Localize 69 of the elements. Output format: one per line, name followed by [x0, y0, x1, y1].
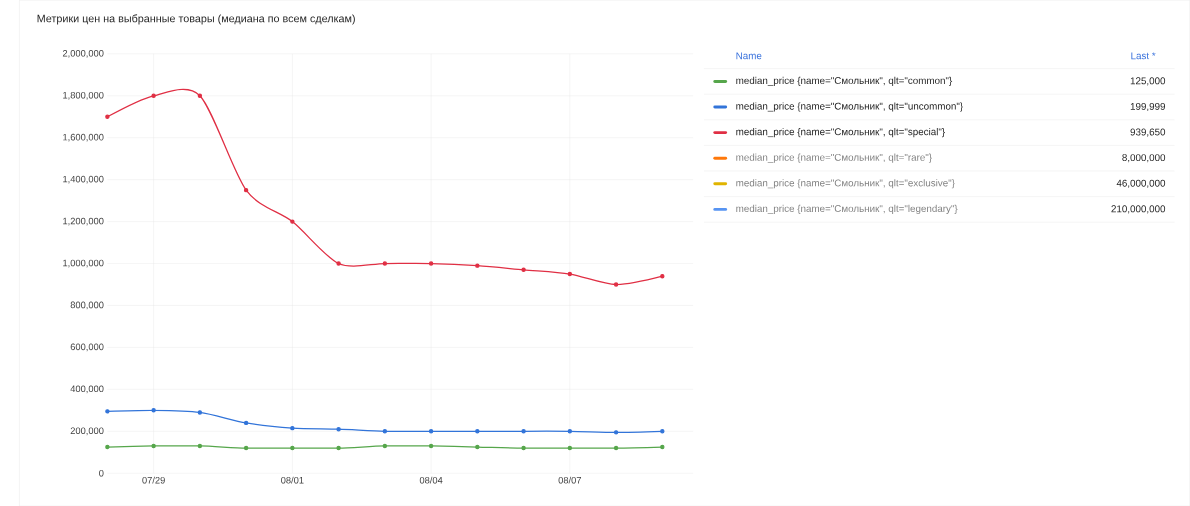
point [475, 263, 480, 268]
point [660, 428, 665, 434]
point [613, 445, 619, 451]
point [197, 93, 203, 98]
x-tick-label: 08/01 [281, 476, 304, 484]
point [567, 428, 573, 434]
legend-label: median_price {name="Смольник", qlt="uncommon"} [736, 102, 963, 112]
y-tick-label: 1,400,000 [63, 175, 104, 184]
y-tick-label: 2,000,000 [62, 49, 104, 58]
point [660, 444, 665, 450]
point [243, 420, 249, 425]
text: 8,000,000 [1122, 153, 1166, 163]
x-tick-label: 08/04 [419, 476, 443, 484]
text: 125,000 [1130, 77, 1166, 86]
y-tick-label: 1,800,000 [63, 91, 104, 100]
text: 46,000,000 [1116, 179, 1166, 188]
text: 210,000,000 [1111, 205, 1166, 214]
point [382, 443, 388, 448]
x-tick-label: 08/07 [558, 476, 582, 484]
point [475, 444, 480, 450]
y-tick-label: 600,000 [70, 343, 104, 352]
point [428, 443, 434, 448]
y-tick-label: 0 [99, 469, 104, 477]
point [105, 444, 110, 450]
y-tick-label: 400,000 [70, 385, 104, 394]
y-tick-label: 1,200,000 [63, 217, 104, 226]
legend-label: median_price {name="Смольник", qlt="common"} [736, 76, 953, 86]
point [428, 261, 434, 266]
point [428, 428, 434, 434]
point [105, 114, 110, 119]
text: Name [736, 52, 762, 60]
text: 939,650 [1130, 128, 1166, 137]
point [290, 445, 295, 451]
text: 199,999 [1130, 102, 1166, 111]
point [475, 428, 480, 434]
x-tick-label: 07/29 [142, 476, 165, 484]
point [151, 443, 156, 448]
point [336, 261, 341, 266]
point [105, 408, 110, 414]
point [336, 445, 341, 451]
point [567, 445, 573, 451]
point [151, 93, 156, 98]
y-tick-label: 1,600,000 [63, 133, 104, 142]
point [290, 425, 295, 431]
chart-title: Метрики цен на выбранные товары (медиана по всем сделкам) [37, 14, 355, 25]
point [290, 219, 295, 224]
point [197, 410, 203, 415]
point [336, 426, 341, 432]
legend-label: median_price {name="Смольник", qlt="special"} [736, 127, 945, 137]
point [382, 428, 388, 434]
legend-label: median_price {name="Смольник", qlt="exclusive"} [736, 179, 955, 189]
y-tick-label: 1,000,000 [63, 259, 104, 268]
point [243, 187, 249, 193]
y-tick-label: 800,000 [70, 301, 104, 310]
text: Last * [1131, 52, 1156, 60]
point [151, 407, 156, 413]
legend-label: median_price {name="Смольник", qlt="rare"} [736, 153, 932, 163]
legend-label: median_price {name="Смольник", qlt="legendary"} [736, 204, 958, 214]
point [613, 282, 619, 287]
point [197, 443, 203, 448]
point [243, 445, 249, 451]
point [660, 273, 665, 279]
y-tick-label: 200,000 [70, 427, 104, 435]
point [567, 271, 573, 277]
point [521, 428, 526, 434]
point [613, 429, 619, 435]
point [521, 267, 526, 272]
point [521, 445, 526, 451]
point [382, 261, 388, 266]
